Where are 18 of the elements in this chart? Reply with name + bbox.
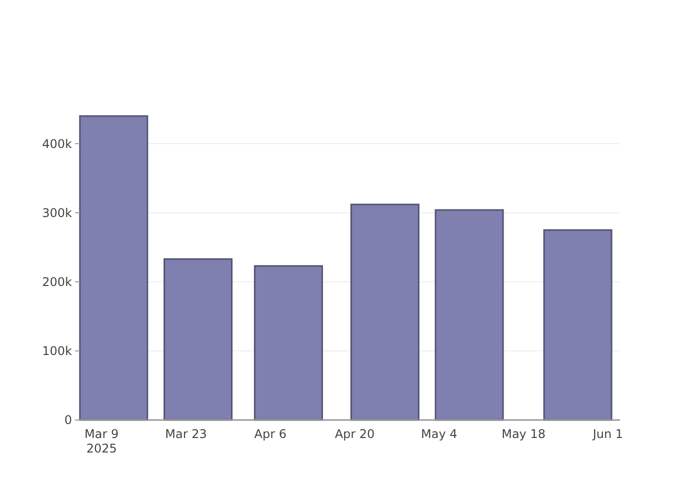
x-tick-label: May 4: [421, 427, 458, 442]
x-tick-label: Apr 20: [334, 427, 375, 442]
y-tick-label: 300k: [42, 206, 72, 220]
bar: [543, 229, 612, 421]
y-tick-label: 100k: [42, 344, 72, 358]
bar: [164, 258, 233, 421]
x-tick-label: Mar 9 2025: [84, 427, 119, 456]
bar: [254, 265, 323, 421]
x-tick-label: May 18: [502, 427, 546, 442]
x-tick-label: Apr 6: [254, 427, 286, 442]
y-tick-label: 400k: [42, 136, 72, 151]
x-tick-label: Jun 1: [592, 427, 624, 442]
y-tick-label: 0: [64, 413, 72, 428]
y-tick-label: 200k: [42, 275, 72, 290]
bar: [434, 209, 504, 421]
x-tick-label: Mar 23: [165, 427, 207, 442]
bar: [79, 115, 148, 421]
bar: [350, 204, 420, 421]
